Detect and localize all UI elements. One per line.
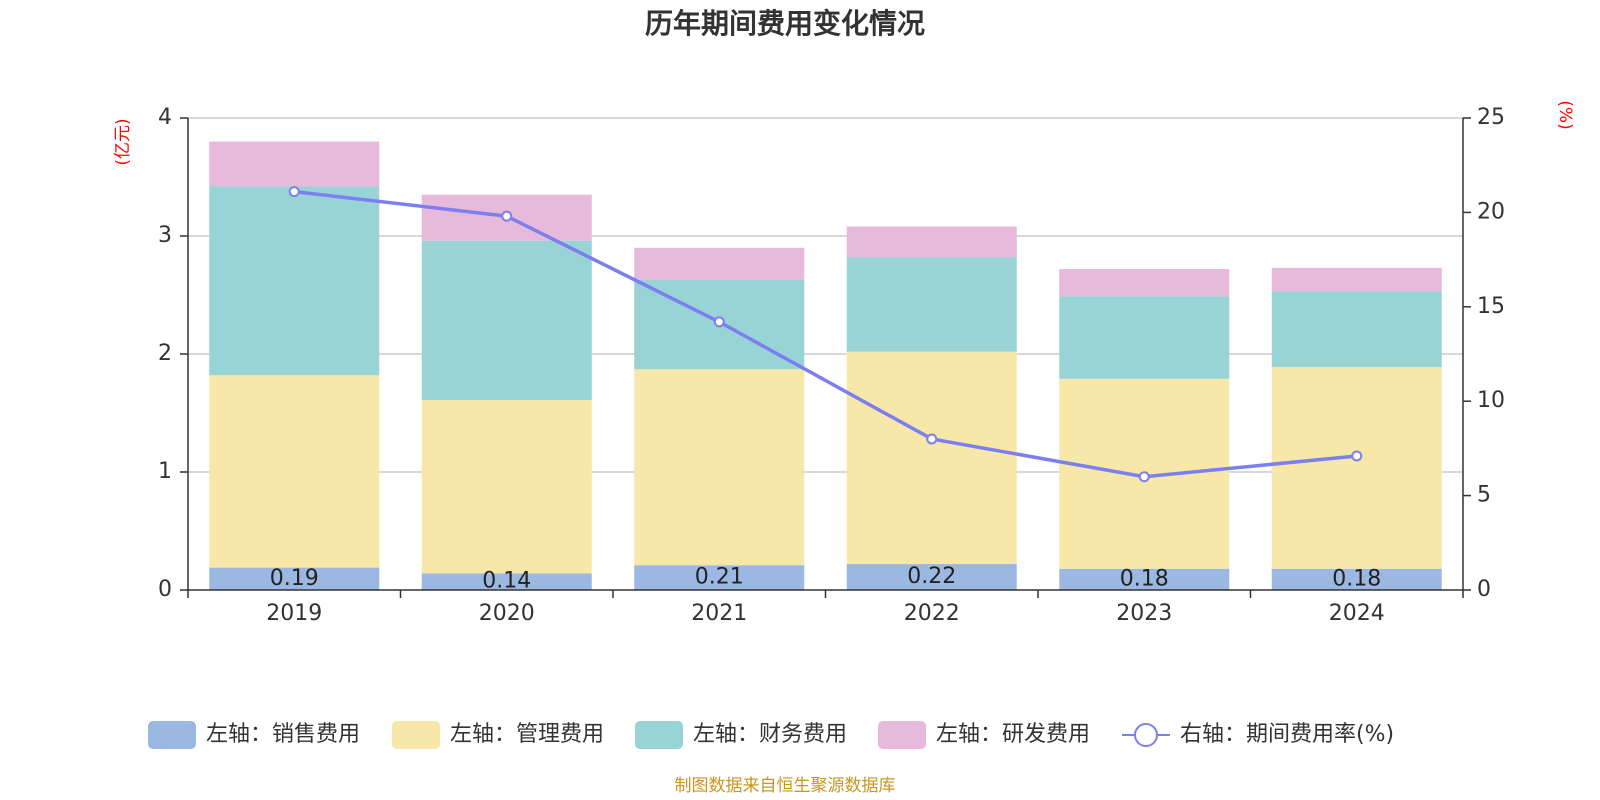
legend: 左轴：销售费用 左轴：管理费用 左轴：财务费用 左轴：研发费用 右轴：期间费用率(%) xyxy=(148,721,1394,749)
bar-data-label: 0.22 xyxy=(907,564,956,589)
bar-data-label: 0.19 xyxy=(270,566,319,591)
bar-segment-s0-2019 xyxy=(209,567,380,590)
left-axis-tick-label: 3 xyxy=(158,223,172,248)
x-axis-tick-label: 2020 xyxy=(479,601,535,626)
legend-swatch xyxy=(635,721,683,749)
grid-lines xyxy=(188,117,1463,473)
rate-point-2019 xyxy=(288,186,300,198)
right-axis-tick-label: 10 xyxy=(1477,388,1505,413)
rate-line-series xyxy=(288,186,1363,483)
left-axis-tick-label: 0 xyxy=(158,577,172,602)
left-axis-unit: (亿元) xyxy=(113,118,133,165)
legend-item-4: 右轴：期间费用率(%) xyxy=(1122,722,1394,747)
bar-segment-s3-2024 xyxy=(1271,267,1442,292)
legend-item-1: 左轴：管理费用 xyxy=(392,721,604,749)
legend-marker xyxy=(1134,723,1158,747)
right-axis-unit: (%) xyxy=(1555,100,1575,129)
rate-point-2023 xyxy=(1138,471,1150,483)
legend-label: 左轴：研发费用 xyxy=(936,722,1090,747)
right-axis-tick-label: 20 xyxy=(1477,199,1505,224)
bar-segment-s3-2022 xyxy=(846,226,1017,258)
bar-segment-s2-2024 xyxy=(1271,291,1442,367)
rate-line xyxy=(294,189,1357,479)
right-axis-tick-label: 25 xyxy=(1477,105,1505,130)
legend-item-0: 左轴：销售费用 xyxy=(148,721,360,749)
bar-data-label: 0.21 xyxy=(695,565,744,590)
bar-segment-s0-2024 xyxy=(1271,568,1442,590)
legend-label: 左轴：销售费用 xyxy=(206,722,360,747)
bar-segment-s1-2020 xyxy=(421,400,592,574)
chart-title: 历年期间费用变化情况 xyxy=(645,7,925,40)
left-axis-tick-label: 1 xyxy=(158,459,172,484)
legend-item-3: 左轴：研发费用 xyxy=(878,721,1090,749)
bar-segment-s1-2019 xyxy=(209,375,380,568)
rate-point-2021 xyxy=(713,316,725,328)
bar-data-label: 0.18 xyxy=(1120,566,1169,591)
x-axis-tick-label: 2021 xyxy=(691,601,747,626)
legend-item-2: 左轴：财务费用 xyxy=(635,721,847,749)
legend-label: 左轴：管理费用 xyxy=(450,722,604,747)
legend-label: 左轴：财务费用 xyxy=(693,722,847,747)
source-note: 制图数据来自恒生聚源数据库 xyxy=(675,776,896,796)
bar-segment-s0-2020 xyxy=(421,573,592,590)
bar-segment-s1-2022 xyxy=(846,351,1017,565)
right-axis-tick-label: 0 xyxy=(1477,577,1491,602)
axes: 0 1 2 3 4 0 5 10 15 20 25 2019 2020 2021 2022 2023 2024 xyxy=(158,105,1505,626)
rate-point-2020 xyxy=(501,210,513,222)
bar-segment-s3-2023 xyxy=(1059,269,1230,297)
legend-swatch xyxy=(148,721,196,749)
right-axis-tick-label: 5 xyxy=(1477,483,1491,508)
right-axis-tick-label: 15 xyxy=(1477,294,1505,319)
x-axis-tick-label: 2024 xyxy=(1329,601,1385,626)
legend-label: 右轴：期间费用率(%) xyxy=(1180,722,1394,747)
bar-segment-s2-2019 xyxy=(209,186,380,376)
rate-point-2024 xyxy=(1351,450,1363,462)
bar-segment-s3-2019 xyxy=(209,141,380,187)
bar-segment-s0-2023 xyxy=(1059,568,1230,590)
bar-segment-s1-2024 xyxy=(1271,366,1442,569)
x-axis-tick-label: 2022 xyxy=(904,601,960,626)
rate-point-2022 xyxy=(926,433,938,445)
x-axis-tick-label: 2019 xyxy=(266,601,322,626)
left-axis-tick-label: 4 xyxy=(158,105,172,130)
bar-segment-s0-2022 xyxy=(846,564,1017,590)
bar-segment-s2-2020 xyxy=(421,240,592,401)
bar-segment-s3-2021 xyxy=(634,247,805,280)
bar-segment-s2-2022 xyxy=(846,257,1017,352)
bar-segment-s1-2021 xyxy=(634,369,805,566)
bar-data-label: 0.18 xyxy=(1332,566,1381,591)
bar-segment-s2-2023 xyxy=(1059,296,1230,379)
x-axis-tick-label: 2023 xyxy=(1116,601,1172,626)
bar-series: 0.19 0.14 0.21 0.22 0.18 0.18 xyxy=(209,141,1442,594)
bar-segment-s0-2021 xyxy=(634,565,805,590)
legend-swatch xyxy=(878,721,926,749)
legend-swatch xyxy=(392,721,440,749)
left-axis-tick-label: 2 xyxy=(158,341,172,366)
